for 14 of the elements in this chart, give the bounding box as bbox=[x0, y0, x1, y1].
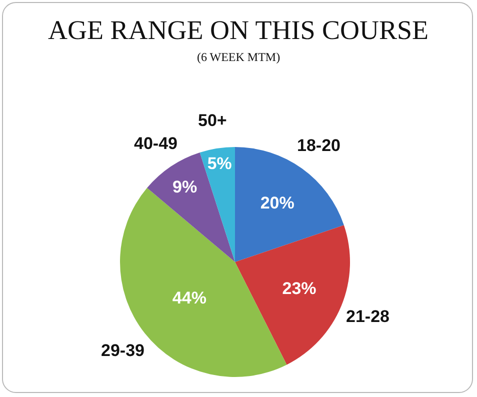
pie-slice bbox=[147, 152, 235, 262]
slice-label: 21-28 bbox=[346, 307, 390, 326]
data-label: 23% bbox=[282, 278, 316, 298]
data-label: 20% bbox=[260, 193, 294, 212]
chart-title: AGE RANGE ON THIS COURSE bbox=[48, 15, 429, 45]
slice-label: 18-20 bbox=[297, 136, 340, 155]
data-label: 5% bbox=[207, 154, 232, 174]
slice-label: 50+ bbox=[198, 111, 227, 130]
chart-subtitle: (6 WEEK MTM) bbox=[197, 50, 280, 64]
data-label: 9% bbox=[172, 178, 198, 197]
pie-slice bbox=[200, 147, 235, 262]
slice-label: 40-49 bbox=[134, 134, 178, 153]
slice-label: 29-39 bbox=[101, 341, 144, 360]
data-label: 44% bbox=[172, 288, 206, 308]
